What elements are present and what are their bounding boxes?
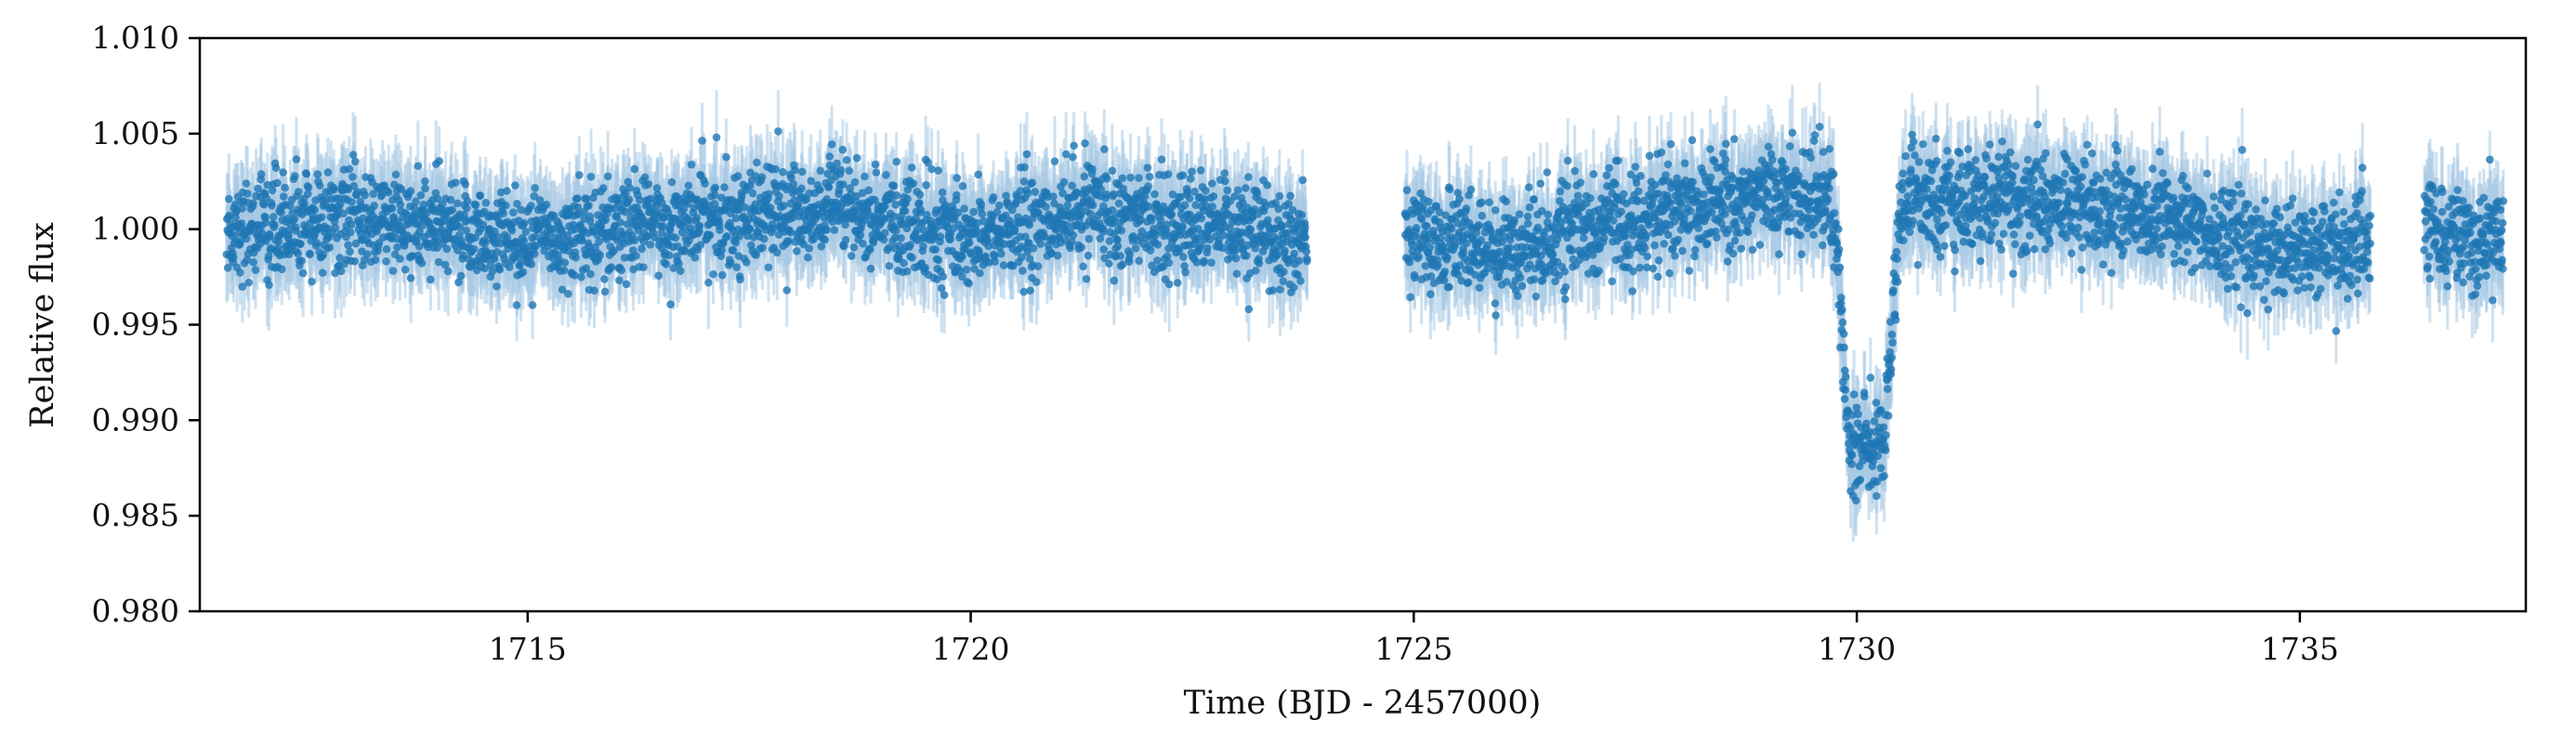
- plot-area: [222, 83, 2508, 543]
